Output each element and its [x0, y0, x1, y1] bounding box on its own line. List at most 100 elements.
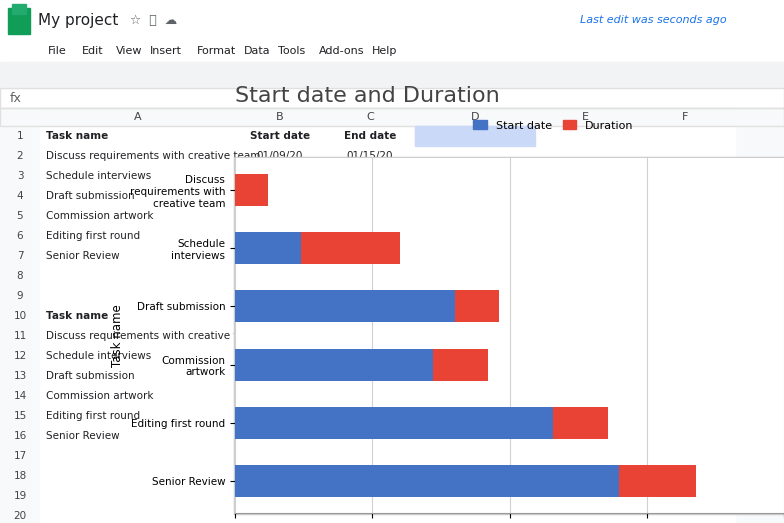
Bar [0, 406, 40, 426]
Text: File: File [48, 46, 67, 56]
Bar [40, 266, 235, 286]
Bar [0, 346, 40, 366]
Bar [40, 486, 235, 506]
Text: 3: 3 [16, 171, 24, 181]
Bar [325, 326, 415, 346]
Bar [535, 166, 635, 186]
Bar [235, 206, 325, 226]
Bar [535, 246, 635, 266]
Bar [635, 506, 735, 523]
Bar [0, 226, 40, 246]
Bar [40, 386, 235, 406]
Bar [325, 446, 415, 466]
Bar [235, 366, 325, 386]
Bar [415, 286, 535, 306]
Bar [635, 346, 735, 366]
Bar [415, 226, 535, 246]
Text: 6: 6 [16, 231, 24, 241]
Bar [635, 108, 735, 126]
Bar [415, 166, 535, 186]
Text: C: C [366, 112, 374, 122]
Bar [635, 246, 735, 266]
Bar [415, 306, 535, 326]
Bar [535, 186, 635, 206]
Text: 4: 4 [16, 191, 24, 201]
Bar [235, 465, 619, 497]
Bar [8, 8, 30, 34]
Text: B: B [276, 112, 284, 122]
Bar [235, 386, 325, 406]
Text: Schedule interviews: Schedule interviews [46, 171, 151, 181]
Text: Commission artwork: Commission artwork [46, 391, 154, 401]
Text: A: A [134, 112, 141, 122]
Bar [635, 406, 735, 426]
Bar [415, 108, 535, 126]
Text: 19: 19 [13, 491, 27, 501]
Bar [325, 226, 415, 246]
Bar [635, 466, 735, 486]
Bar [325, 166, 415, 186]
Bar [0, 166, 40, 186]
Legend: Start date, Duration: Start date, Duration [469, 116, 638, 135]
Bar [635, 426, 735, 446]
Text: 12: 12 [13, 351, 27, 361]
Bar [235, 146, 325, 166]
Text: 01/09/20: 01/09/20 [257, 151, 303, 161]
Bar [0, 108, 784, 126]
Bar [235, 286, 325, 306]
Bar [415, 506, 535, 523]
Bar [535, 108, 635, 126]
Bar [635, 266, 735, 286]
Bar [0, 266, 40, 286]
Bar [40, 146, 235, 166]
Bar [433, 349, 488, 381]
Text: Edit: Edit [82, 46, 103, 56]
Bar [635, 226, 735, 246]
Bar [325, 246, 415, 266]
Bar [325, 506, 415, 523]
Bar [415, 146, 535, 166]
Bar [325, 426, 415, 446]
Text: End date: End date [344, 131, 396, 141]
Bar [40, 426, 235, 446]
Text: 8: 8 [16, 271, 24, 281]
Y-axis label: Task name: Task name [111, 304, 124, 367]
Bar [415, 346, 535, 366]
Bar [40, 206, 235, 226]
Bar [235, 426, 325, 446]
Text: 9: 9 [16, 291, 24, 301]
Bar [535, 426, 635, 446]
Bar [554, 407, 608, 439]
Bar [235, 466, 325, 486]
Bar [235, 158, 784, 513]
Bar [235, 349, 433, 381]
Bar [235, 108, 325, 126]
Bar [415, 486, 535, 506]
Text: Draft submission: Draft submission [46, 371, 135, 381]
Text: F: F [682, 112, 688, 122]
Text: Commission artwork: Commission artwork [46, 211, 154, 221]
Text: Last edit was seconds ago: Last edit was seconds ago [580, 15, 727, 25]
Bar [235, 226, 325, 246]
Text: 15: 15 [13, 411, 27, 421]
Bar [12, 4, 26, 14]
Text: Help: Help [372, 46, 397, 56]
Bar [415, 466, 535, 486]
Bar [40, 466, 235, 486]
Bar [635, 206, 735, 226]
Bar [415, 126, 535, 146]
Text: 11: 11 [13, 331, 27, 341]
Text: 14: 14 [13, 391, 27, 401]
Bar [635, 486, 735, 506]
Bar [325, 486, 415, 506]
Text: Tools: Tools [278, 46, 305, 56]
Text: Insert: Insert [150, 46, 182, 56]
Bar [235, 406, 325, 426]
Bar [0, 186, 40, 206]
Bar [235, 166, 325, 186]
Bar [235, 446, 325, 466]
Bar [0, 246, 40, 266]
Text: Editing first round: Editing first round [46, 411, 140, 421]
Text: Start date and Duration: Start date and Duration [235, 86, 499, 107]
Text: 7: 7 [16, 251, 24, 261]
